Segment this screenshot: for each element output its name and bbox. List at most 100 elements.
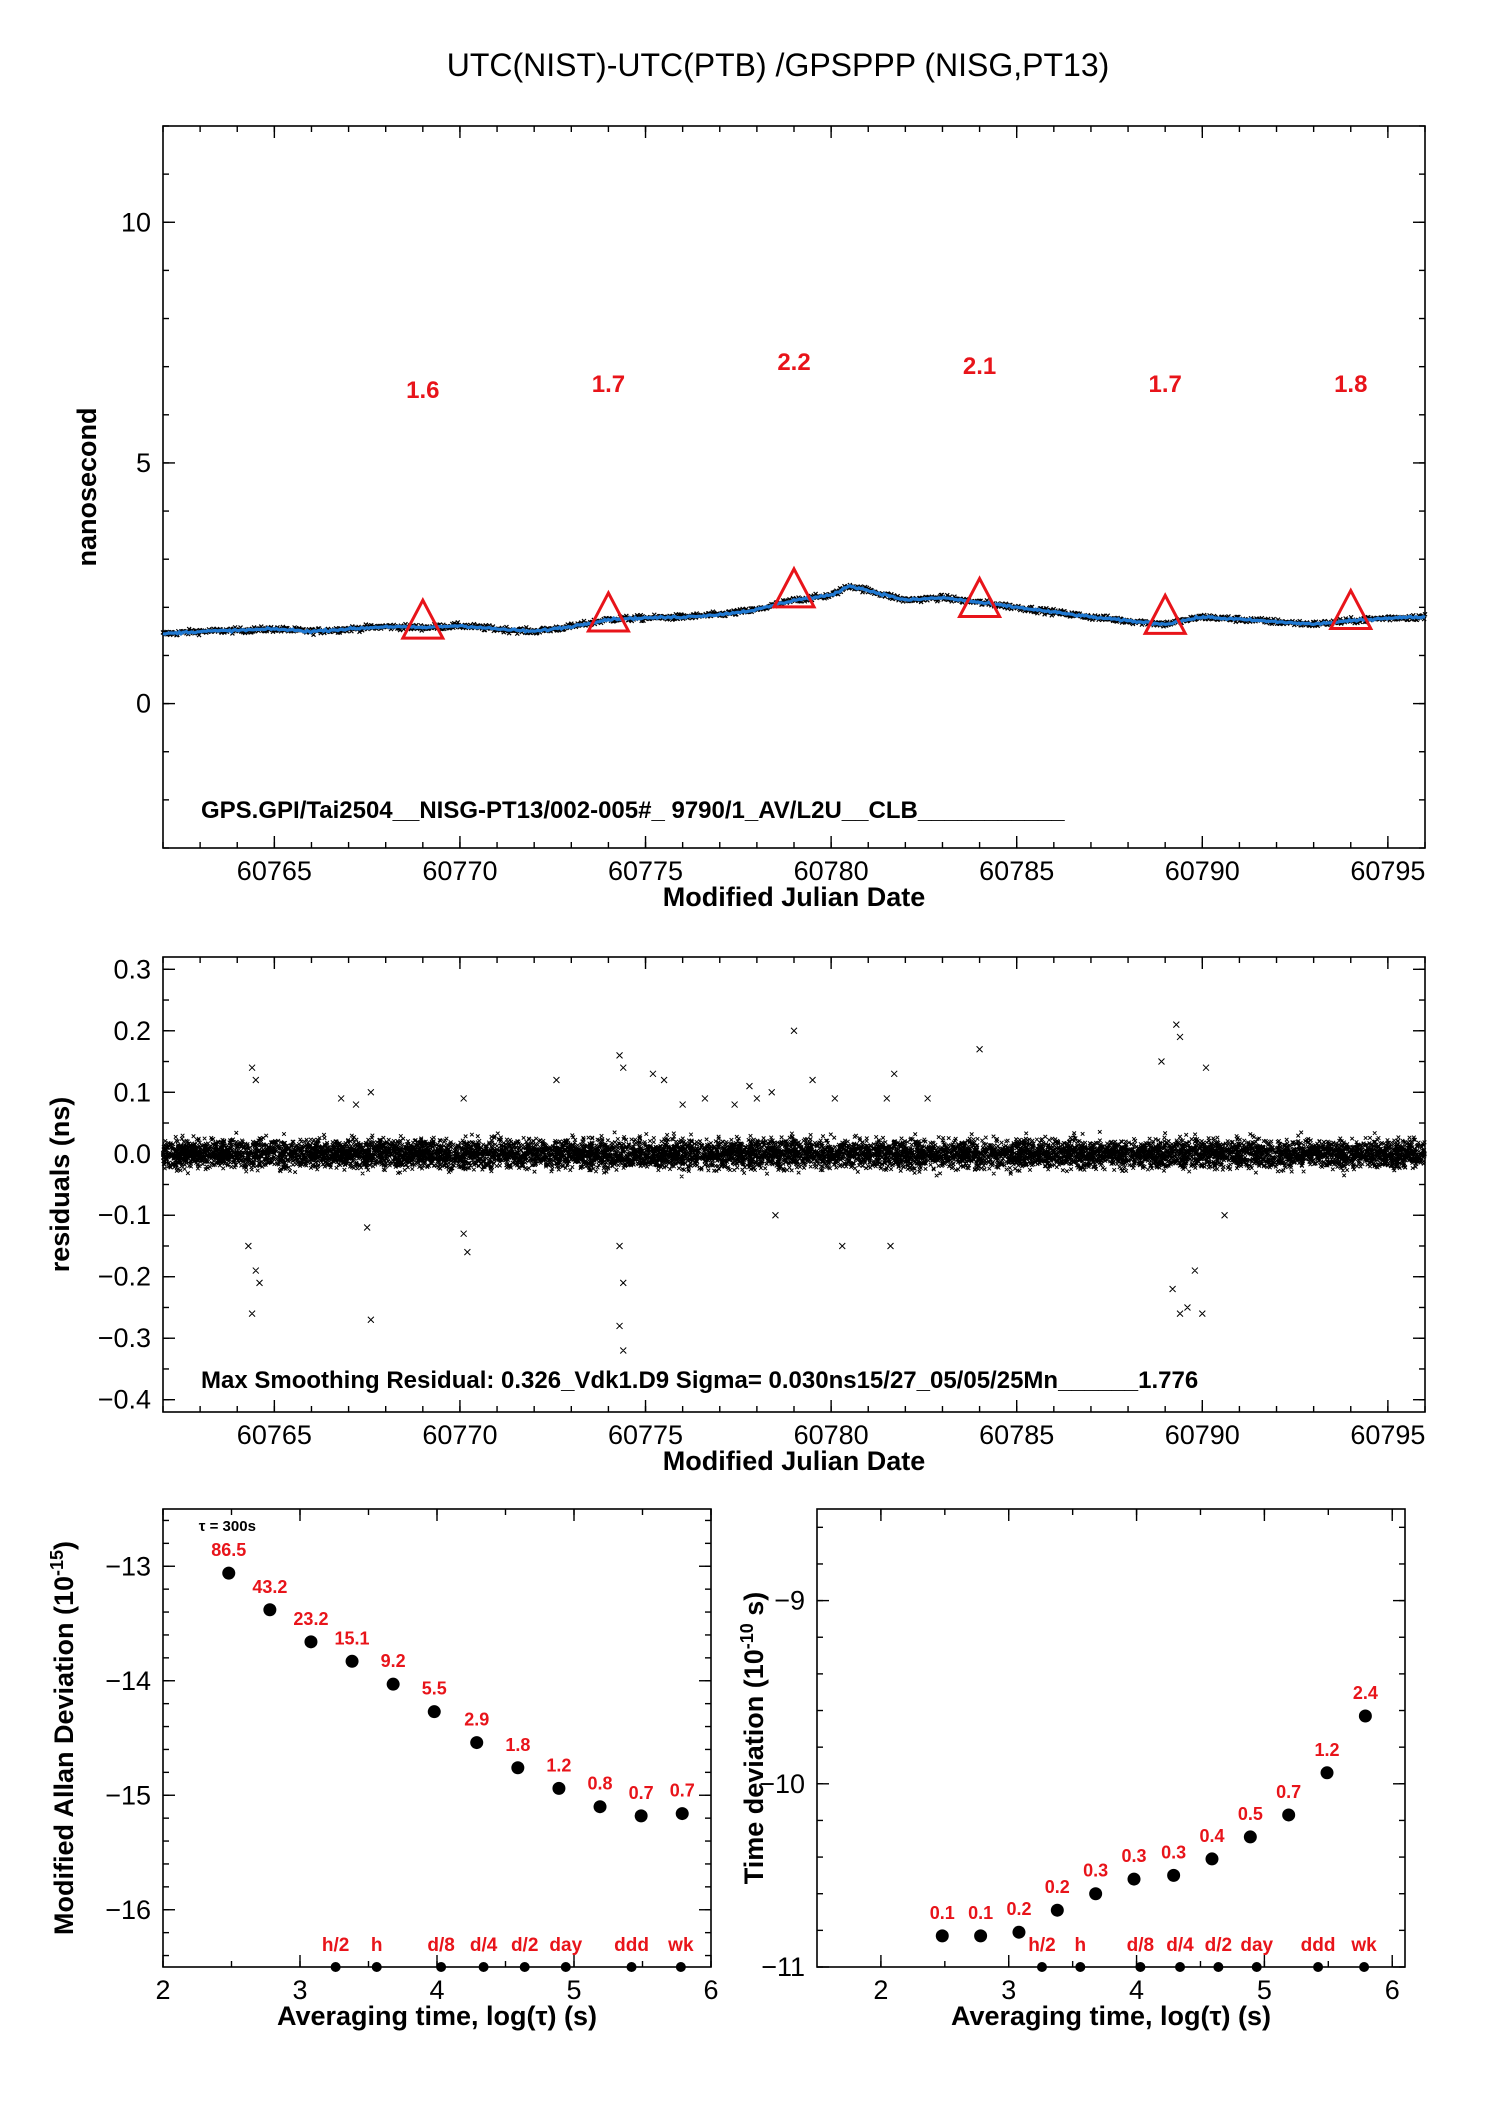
x-tick-label: 60765 bbox=[237, 1420, 312, 1450]
tau-marker-dot bbox=[1359, 1962, 1370, 1972]
deviation-point bbox=[1050, 1903, 1064, 1917]
deviation-value-label: 5.5 bbox=[422, 1679, 447, 1699]
tau-marker-dot bbox=[626, 1962, 637, 1972]
plot-frame bbox=[162, 956, 1426, 1413]
deviation-value-label: 86.5 bbox=[211, 1540, 246, 1560]
triangle-marker bbox=[1328, 587, 1374, 631]
y-tick-label: −16 bbox=[105, 1895, 151, 1925]
deviation-value-label: 0.1 bbox=[930, 1903, 955, 1923]
deviation-point bbox=[386, 1677, 400, 1691]
x-tick-label: 2 bbox=[873, 1975, 888, 2005]
y-tick-label: 0.2 bbox=[113, 1016, 151, 1046]
tau-marker-dot bbox=[436, 1962, 447, 1972]
deviation-point bbox=[1358, 1709, 1372, 1723]
x-tick-label: 6 bbox=[1385, 1975, 1400, 2005]
tau-marker-dot bbox=[330, 1962, 341, 1972]
tau-marker-dot bbox=[1313, 1962, 1324, 1972]
smoothed-series-line bbox=[162, 583, 1426, 636]
chart-title: UTC(NIST)-UTC(PTB) /GPSPPP (NISG,PT13) bbox=[447, 47, 1110, 83]
residual-points bbox=[160, 1129, 1427, 1179]
deviation-value-label: 0.7 bbox=[629, 1783, 654, 1803]
tau-marker-label: d/2 bbox=[511, 1935, 538, 1956]
y-tick-label: −10 bbox=[759, 1769, 805, 1799]
plot-frame bbox=[162, 1508, 712, 1968]
tau-marker-label: h bbox=[1075, 1935, 1087, 1956]
deviation-point bbox=[1089, 1887, 1103, 1901]
x-tick-label: 60785 bbox=[979, 856, 1054, 886]
y-tick-label: 10 bbox=[121, 207, 151, 237]
tau-marker-label: h/2 bbox=[1028, 1935, 1055, 1956]
y-axis-label: residuals (ns) bbox=[45, 1097, 75, 1273]
deviation-value-label: 0.3 bbox=[1161, 1842, 1186, 1862]
deviation-point bbox=[593, 1800, 607, 1814]
x-axis-label: Modified Julian Date bbox=[663, 882, 926, 912]
allan-deviation-panel: 2 3 4 5 6 −16 −15 −14 −13 Averaging time, log(τ) … bbox=[47, 1508, 719, 2031]
deviation-point bbox=[511, 1761, 525, 1775]
y-tick-label: 0.3 bbox=[113, 954, 151, 984]
deviation-value-label: 0.7 bbox=[1276, 1782, 1301, 1802]
deviation-point bbox=[1012, 1925, 1026, 1939]
deviation-value-label: 15.1 bbox=[335, 1628, 370, 1648]
deviation-point bbox=[470, 1736, 484, 1750]
triangle-marker bbox=[585, 589, 631, 633]
deviation-point bbox=[1205, 1852, 1219, 1866]
x-axis-label: Averaging time, log(τ) (s) bbox=[951, 2001, 1271, 2031]
deviation-value-label: 0.8 bbox=[588, 1774, 613, 1794]
y-axis-label: Time deviation (10-10 s) bbox=[737, 1592, 769, 1885]
deviation-value-label: 1.8 bbox=[505, 1735, 530, 1755]
deviation-point bbox=[1282, 1808, 1296, 1822]
tau-marker-label: d/8 bbox=[1127, 1935, 1154, 1956]
tau-marker-dot bbox=[1213, 1962, 1224, 1972]
triangle-marker bbox=[1142, 592, 1188, 635]
tau-marker-label: h/2 bbox=[322, 1935, 349, 1956]
time-deviation-panel: 2 3 4 5 6 −11 −10 −9 Averaging time, log(τ) (s) T… bbox=[737, 1508, 1406, 2031]
deviation-value-label: 43.2 bbox=[252, 1577, 287, 1597]
deviation-value-label: 0.2 bbox=[1045, 1877, 1070, 1897]
deviation-value-label: 2.4 bbox=[1353, 1683, 1378, 1703]
x-tick-label: 60765 bbox=[237, 856, 312, 886]
x-tick-label: 60795 bbox=[1350, 856, 1425, 886]
marker-value-label: 2.2 bbox=[777, 349, 810, 376]
tau-marker-dot bbox=[1036, 1962, 1047, 1972]
triangle-marker bbox=[771, 565, 817, 609]
marker-value-label: 2.1 bbox=[963, 353, 996, 380]
deviation-point bbox=[304, 1635, 318, 1649]
x-axis-label: Averaging time, log(τ) (s) bbox=[277, 2001, 597, 2031]
deviation-point bbox=[552, 1781, 566, 1795]
timeseries-panel: 60765 60770 60775 60780 60785 60790 60795 0 5 10 M… bbox=[72, 125, 1428, 912]
x-tick-label: 6 bbox=[703, 1975, 718, 2005]
deviation-value-label: 0.5 bbox=[1238, 1804, 1263, 1824]
x-tick-label: 60785 bbox=[979, 1420, 1054, 1450]
x-tick-label: 2 bbox=[155, 1975, 170, 2005]
tau-marker-label: wk bbox=[667, 1935, 694, 1956]
deviation-value-label: 9.2 bbox=[381, 1651, 406, 1671]
x-tick-label: 4 bbox=[429, 1975, 444, 2005]
x-tick-label: 3 bbox=[1001, 1975, 1016, 2005]
deviation-value-label: 1.2 bbox=[1315, 1740, 1340, 1760]
triangle-marker bbox=[957, 575, 1003, 619]
x-tick-label: 5 bbox=[1257, 1975, 1272, 2005]
tau-marker-dot bbox=[1251, 1962, 1262, 1972]
tau-marker-label: ddd bbox=[614, 1935, 649, 1956]
x-tick-label: 60775 bbox=[608, 1420, 683, 1450]
x-tick-label: 60775 bbox=[608, 856, 683, 886]
deviation-point bbox=[634, 1809, 648, 1823]
info-text: Max Smoothing Residual: 0.326_Vdk1.D9 Si… bbox=[201, 1367, 1198, 1394]
y-tick-label: −9 bbox=[774, 1586, 805, 1616]
x-tick-label: 4 bbox=[1129, 1975, 1144, 2005]
deviation-value-label: 1.2 bbox=[546, 1755, 571, 1775]
y-tick-label: −0.3 bbox=[98, 1323, 151, 1353]
tau-marker-label: d/4 bbox=[1166, 1935, 1194, 1956]
deviation-value-label: 0.4 bbox=[1199, 1826, 1224, 1846]
y-tick-label: −0.2 bbox=[98, 1262, 151, 1292]
deviation-point bbox=[427, 1705, 441, 1719]
tau-marker-label: day bbox=[1240, 1935, 1273, 1956]
deviation-point bbox=[675, 1807, 689, 1821]
x-tick-label: 3 bbox=[292, 1975, 307, 2005]
y-tick-label: −13 bbox=[105, 1551, 151, 1581]
marker-value-label: 1.7 bbox=[1148, 371, 1181, 398]
y-tick-label: −15 bbox=[105, 1780, 151, 1810]
deviation-point bbox=[1243, 1830, 1257, 1844]
tau-marker-label: day bbox=[549, 1935, 582, 1956]
tau-marker-label: h bbox=[371, 1935, 383, 1956]
